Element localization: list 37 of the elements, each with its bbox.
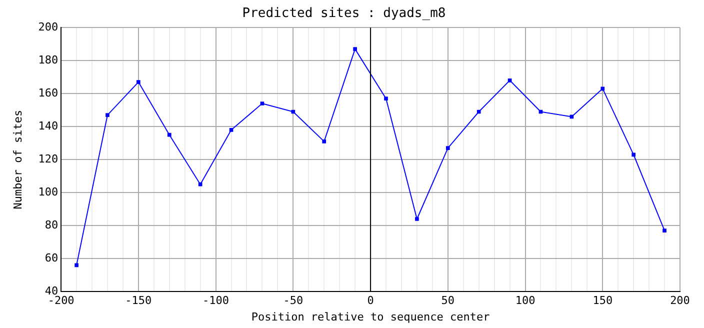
x-tick-label: 200 bbox=[670, 294, 690, 308]
x-tick-label: 100 bbox=[515, 294, 536, 308]
point bbox=[167, 132, 172, 137]
x-tick-label: 0 bbox=[367, 294, 374, 308]
point bbox=[384, 96, 388, 100]
point bbox=[229, 128, 234, 132]
y-axis-title: Number of sites bbox=[11, 110, 24, 210]
x-tick-label: 150 bbox=[592, 294, 613, 308]
y-tick-label: 60 bbox=[44, 251, 58, 264]
x-tick-label: -100 bbox=[202, 294, 230, 308]
point bbox=[136, 80, 140, 84]
x-tick-label: -50 bbox=[283, 294, 304, 308]
point bbox=[632, 152, 636, 157]
x-tick-label: -150 bbox=[125, 294, 152, 308]
x-axis-title: Position relative to sequence center bbox=[251, 310, 490, 324]
point bbox=[600, 86, 605, 91]
y-tick-label: 180 bbox=[38, 53, 58, 66]
point bbox=[353, 47, 357, 51]
y-tick-label: 160 bbox=[38, 86, 58, 100]
point bbox=[476, 110, 481, 114]
y-tick-label: 140 bbox=[38, 119, 58, 132]
point bbox=[106, 113, 110, 117]
point bbox=[446, 146, 450, 150]
y-tick-label: 100 bbox=[38, 185, 58, 198]
point bbox=[322, 140, 326, 144]
x-tick-label: 50 bbox=[441, 294, 455, 308]
point bbox=[415, 217, 419, 221]
y-tick-label: 120 bbox=[38, 152, 58, 166]
point bbox=[662, 228, 666, 232]
x-tick-label: -200 bbox=[48, 294, 74, 308]
point bbox=[74, 263, 78, 268]
point bbox=[198, 182, 202, 186]
chart-title: Predicted sites : dyads_m8 bbox=[242, 6, 446, 22]
point bbox=[508, 78, 512, 82]
y-tick-label: 200 bbox=[38, 20, 58, 34]
point bbox=[260, 102, 264, 106]
y-tick-label: 80 bbox=[44, 218, 58, 232]
